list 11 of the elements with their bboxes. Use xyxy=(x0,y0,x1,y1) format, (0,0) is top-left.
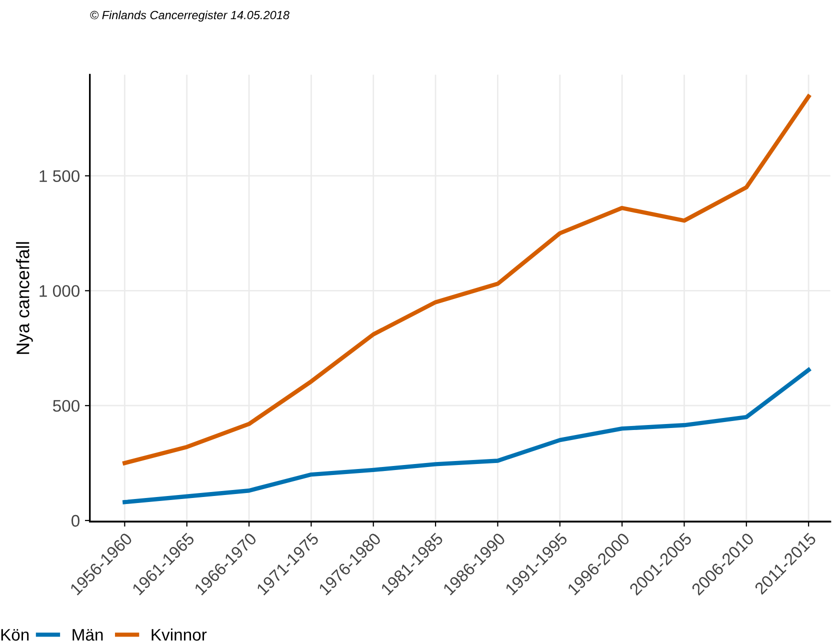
legend-title: Kön xyxy=(1,629,29,641)
legend-label: Män xyxy=(72,629,103,641)
y-tick-label: 500 xyxy=(52,400,80,412)
y-tick-label: 1 000 xyxy=(40,285,80,297)
y-tick-label: 0 xyxy=(72,514,80,527)
y-axis-title: Nya cancerfall xyxy=(16,242,33,354)
text: © Finlands Cancerregister 14.05.2018 xyxy=(90,10,290,22)
line-series xyxy=(122,94,811,466)
legend-label: Kvinnor xyxy=(152,628,207,641)
y-tick-label: 1 500 xyxy=(40,170,80,182)
line-series xyxy=(122,368,811,504)
